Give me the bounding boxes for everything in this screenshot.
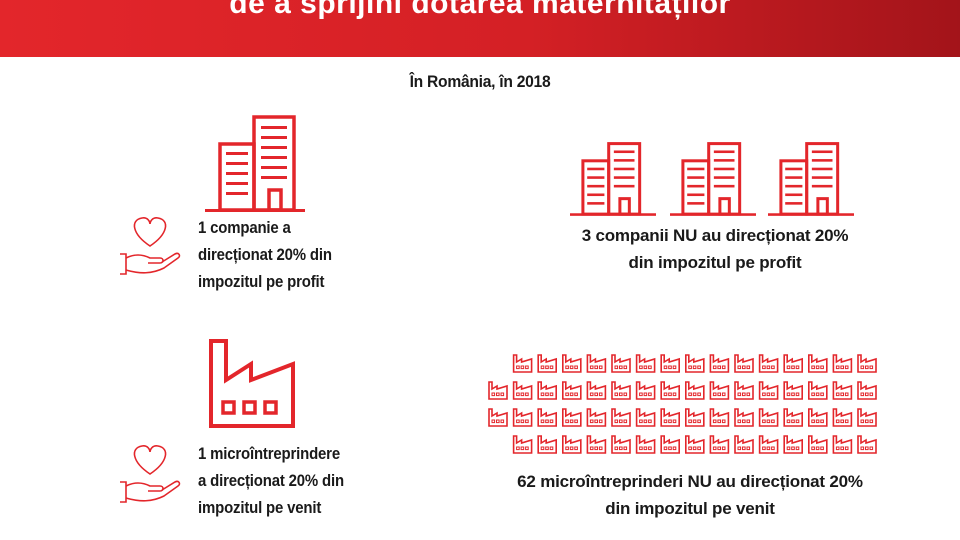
- small-factory-icon: [709, 381, 730, 400]
- small-factory-icon: [734, 381, 754, 400]
- office-building-icon: [570, 142, 656, 216]
- small-factory-icon: [857, 381, 877, 400]
- small-factory-icon: [586, 435, 607, 454]
- small-factory-icon: [734, 408, 754, 427]
- text-line: 3 companii NU au direcționat 20%: [581, 226, 849, 245]
- text-line: 1 microîntreprindere: [198, 444, 340, 463]
- text-line: a direcționat 20% din: [198, 471, 344, 490]
- small-factory-icon: [586, 381, 607, 400]
- small-factory-icon: [857, 354, 877, 373]
- small-factory-icon: [709, 354, 730, 373]
- micro-not-donated-text: 62 microîntreprinderi NU au direcționat …: [480, 468, 900, 522]
- small-factory-icon: [857, 408, 877, 427]
- small-factory-icon: [488, 408, 508, 427]
- office-building-icon: [768, 142, 854, 216]
- text-line: din impozitul pe venit: [605, 499, 775, 518]
- small-factory-icon: [832, 435, 853, 454]
- small-factory-icon: [611, 381, 631, 400]
- small-factory-icon: [537, 435, 558, 454]
- small-factory-icon: [635, 435, 656, 454]
- small-factory-icon: [758, 408, 779, 427]
- small-factory-icon: [488, 381, 508, 400]
- small-factory-icon: [807, 408, 828, 427]
- small-factory-icon: [586, 354, 607, 373]
- small-factory-icon: [512, 435, 533, 454]
- small-factory-icon: [635, 408, 656, 427]
- small-factory-icon: [857, 435, 877, 454]
- small-factory-icon: [832, 408, 853, 427]
- small-factory-icon: [758, 354, 779, 373]
- heart-in-hand-icon: [120, 445, 181, 503]
- small-factory-icon: [807, 435, 828, 454]
- small-factory-icon: [611, 354, 631, 373]
- small-factory-icon: [562, 354, 582, 373]
- text-line: 62 microîntreprinderi NU au direcționat …: [517, 472, 863, 491]
- small-factory-grid: [488, 354, 877, 454]
- small-factory-icon: [807, 381, 828, 400]
- small-factory-icon: [783, 435, 804, 454]
- small-factory-icon: [660, 354, 680, 373]
- small-factory-icon: [685, 381, 705, 400]
- small-factory-icon: [537, 408, 558, 427]
- small-factory-icon: [832, 381, 853, 400]
- small-factory-icon: [512, 381, 533, 400]
- office-building-icon: [205, 115, 305, 212]
- small-factory-icon: [709, 435, 730, 454]
- small-factory-icon: [562, 435, 582, 454]
- heart-in-hand-icon: [120, 217, 181, 275]
- small-factory-icon: [660, 381, 680, 400]
- small-factory-icon: [586, 408, 607, 427]
- small-factory-icon: [562, 381, 582, 400]
- small-factory-icon: [512, 354, 533, 373]
- factory-icon: [209, 339, 295, 428]
- small-factory-icon: [512, 408, 533, 427]
- small-factory-icon: [832, 354, 853, 373]
- small-factory-icon: [734, 435, 754, 454]
- small-factory-icon: [660, 408, 680, 427]
- office-building-icon: [670, 142, 756, 216]
- page-title: de a sprijini dotarea maternităților: [229, 0, 731, 20]
- small-factory-icon: [611, 435, 631, 454]
- text-line: 1 companie a: [198, 218, 291, 237]
- text-line: impozitul pe venit: [198, 498, 322, 517]
- small-factory-icon: [783, 408, 804, 427]
- small-factory-icon: [783, 354, 804, 373]
- small-factory-icon: [562, 408, 582, 427]
- small-factory-icon: [685, 408, 705, 427]
- small-factory-icon: [635, 354, 656, 373]
- small-factory-icon: [685, 435, 705, 454]
- small-factory-icon: [537, 354, 558, 373]
- small-factory-icon: [611, 408, 631, 427]
- small-factory-icon: [709, 408, 730, 427]
- companies-donated-text: 1 companie a direcționat 20% din impozit…: [198, 214, 332, 295]
- small-factory-icon: [758, 435, 779, 454]
- micro-donated-text: 1 microîntreprindere a direcționat 20% d…: [198, 440, 344, 521]
- text-line: din impozitul pe profit: [628, 253, 802, 272]
- text-line: impozitul pe profit: [198, 272, 325, 291]
- small-factory-icon: [807, 354, 828, 373]
- small-factory-icon: [734, 354, 754, 373]
- subtitle: În România, în 2018: [409, 72, 551, 91]
- companies-not-donated-text: 3 companii NU au direcționat 20% din imp…: [540, 222, 890, 276]
- small-factory-icon: [537, 381, 558, 400]
- header-banner: de a sprijini dotarea maternităților: [0, 0, 960, 57]
- small-factory-icon: [783, 381, 804, 400]
- text-line: direcționat 20% din: [198, 245, 332, 264]
- small-factory-icon: [758, 381, 779, 400]
- small-factory-icon: [685, 354, 705, 373]
- small-factory-icon: [635, 381, 656, 400]
- small-factory-icon: [660, 435, 680, 454]
